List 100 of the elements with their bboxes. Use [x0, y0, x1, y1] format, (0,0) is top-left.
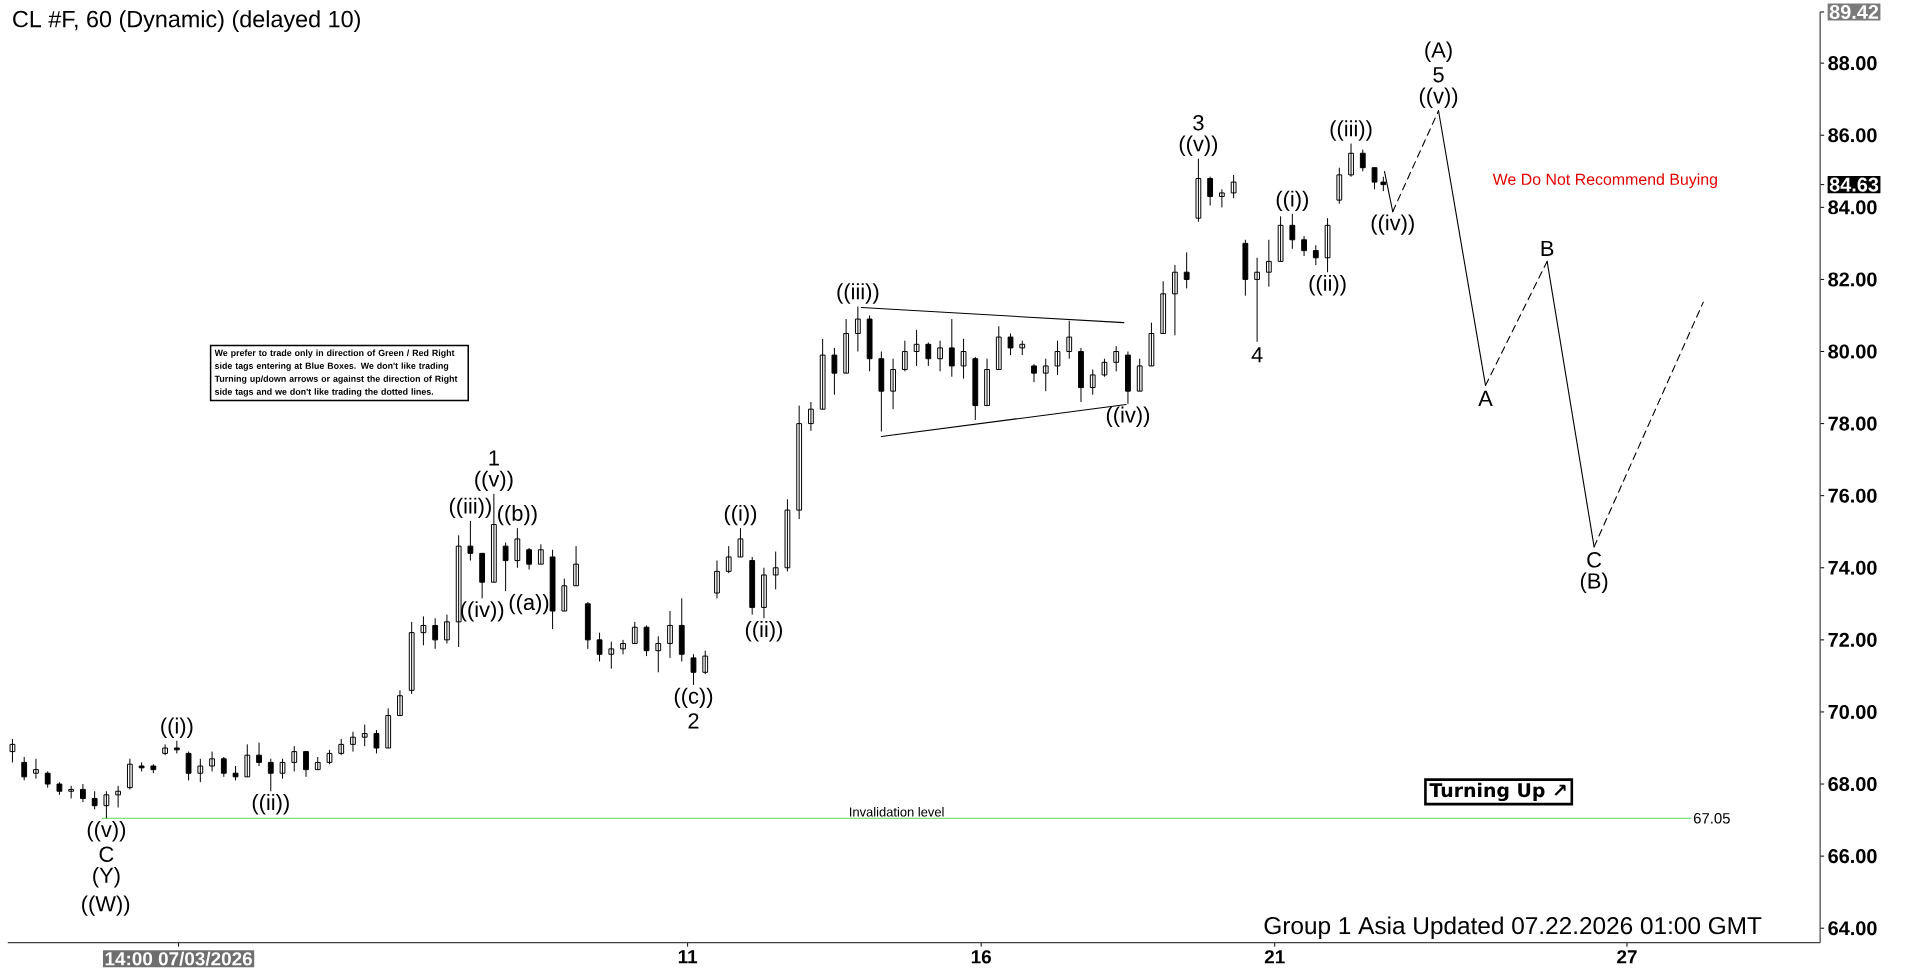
candlestick: [1371, 167, 1378, 191]
annotation: Turning Up ↗: [1429, 782, 1566, 802]
annotation: ((b)): [498, 505, 537, 526]
candlestick: [690, 653, 697, 686]
y-tick-label: 70.00: [1828, 705, 1877, 720]
candlestick: [33, 758, 39, 780]
candlestick: [960, 338, 967, 380]
candlestick: [1136, 358, 1143, 392]
annotation: ((ii)): [252, 794, 289, 815]
candlestick: [901, 340, 908, 373]
candlestick: [209, 751, 215, 773]
x-tick-label: 21: [1264, 950, 1285, 964]
candlestick: [737, 527, 744, 558]
candlestick: [596, 632, 603, 663]
y-tick-label: 80.00: [1828, 344, 1877, 359]
y-tick-label: 72.00: [1828, 633, 1877, 648]
candlestick: [444, 614, 450, 645]
annotation: C: [99, 846, 114, 863]
candlestick: [279, 758, 286, 780]
annotation: A: [1478, 391, 1493, 407]
candlestick: [1207, 176, 1214, 207]
candlestick: [667, 610, 673, 659]
annotation: (Y): [93, 867, 120, 888]
candlestick: [373, 729, 380, 755]
y-tick-label: 66.00: [1828, 849, 1877, 864]
candlestick: [1160, 280, 1167, 335]
annotation: ((ii)): [745, 621, 783, 642]
candlestick: [761, 567, 767, 619]
candlestick: [291, 745, 298, 773]
annotation: 2: [688, 713, 699, 729]
annotation: ((iv)): [1106, 406, 1150, 428]
x-tick-label: 11: [678, 950, 698, 964]
y-tick-label: 78.00: [1828, 416, 1877, 431]
candlestick: [573, 545, 579, 587]
candlestick: [608, 641, 615, 670]
candlestick: [937, 340, 943, 373]
candlestick: [150, 763, 157, 774]
candlestick: [831, 347, 838, 396]
candlestick: [138, 762, 145, 773]
candlestick: [326, 749, 333, 765]
candlestick: [995, 325, 1002, 371]
annotation: C: [1587, 552, 1602, 568]
annotation: ((i)): [1276, 190, 1308, 212]
candlestick: [1218, 189, 1225, 209]
candlestick: [584, 601, 591, 650]
annotation: ((v)): [1179, 135, 1218, 157]
annotation: ((iv)): [461, 601, 504, 622]
annotation: 4: [1251, 347, 1263, 363]
candlestick: [185, 751, 192, 782]
candlestick: [455, 535, 462, 648]
annotation: ((c)): [674, 687, 713, 709]
annotation: 1: [489, 450, 499, 466]
annotation: ((iv)): [1371, 214, 1414, 236]
annotation: B: [1541, 241, 1554, 257]
candlestick: [948, 318, 955, 378]
y-tick-label: 88.00: [1828, 56, 1877, 71]
candlestick: [1019, 340, 1026, 356]
candlestick: [432, 617, 439, 650]
y-tick-label: 68.00: [1828, 777, 1877, 792]
candlestick: [913, 329, 920, 367]
candlestick: [1277, 216, 1284, 263]
candlestick: [256, 742, 262, 767]
candlestick: [537, 544, 544, 565]
candlestick: [1265, 239, 1272, 288]
candlestick: [1359, 149, 1366, 172]
data-label: 67.05: [1693, 813, 1730, 824]
candlestick: [314, 756, 321, 771]
candlestick: [1183, 252, 1190, 290]
annotation: 5: [1433, 67, 1444, 83]
candlestick: [749, 556, 756, 616]
candlestick: [631, 621, 638, 645]
candlestick: [925, 342, 932, 367]
annotation: ((iii)): [837, 283, 879, 304]
candlestick: [1101, 358, 1108, 378]
candlestick: [1195, 158, 1202, 223]
candlestick: [514, 527, 521, 569]
candlestick: [1324, 217, 1331, 273]
candlestick: [843, 318, 850, 374]
candlestick: [397, 690, 403, 717]
candlestick: [1031, 363, 1037, 383]
candlestick: [1078, 347, 1084, 403]
candlestick: [103, 790, 110, 819]
candlestick: [244, 744, 251, 778]
candlestick: [643, 625, 650, 657]
y-tick-label: 82.00: [1828, 272, 1877, 287]
candlestick: [972, 356, 979, 421]
y-tick-label: 89.42: [1829, 5, 1879, 20]
annotation: ((i)): [161, 717, 193, 739]
annotation: ((a)): [509, 594, 549, 615]
candlestick: [1054, 340, 1061, 376]
candlestick: [479, 553, 486, 600]
y-tick-label: 84.00: [1828, 200, 1877, 215]
x-tick-label: 16: [971, 950, 991, 964]
annotation: (B): [1580, 572, 1608, 594]
candlestick: [1336, 167, 1343, 205]
annotation: 3: [1193, 115, 1204, 131]
candlestick: [303, 751, 309, 778]
series-label: Invalidation level: [850, 807, 944, 817]
candlestick: [772, 551, 779, 591]
candlestick: [1312, 244, 1319, 266]
